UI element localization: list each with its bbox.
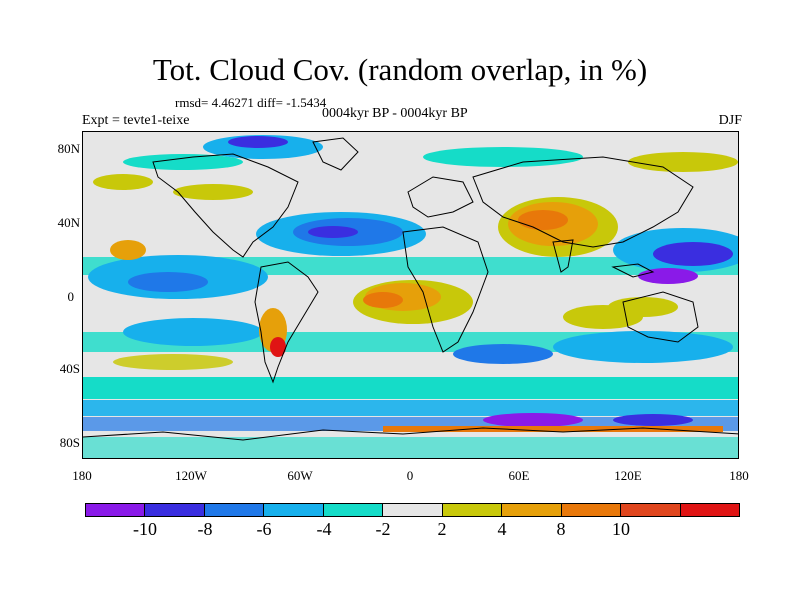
experiment-label: Expt = tevte1-teixe bbox=[82, 113, 190, 128]
colorbar-label: 2 bbox=[437, 519, 447, 539]
anomaly-patch bbox=[653, 242, 733, 266]
colorbar-label: 10 bbox=[612, 519, 630, 539]
cloud-cover-anomaly-map bbox=[83, 132, 738, 458]
colorbar-segment bbox=[204, 504, 265, 516]
map-title: Tot. Cloud Cov. (random overlap, in %) bbox=[152, 52, 648, 87]
lat-label: 80S bbox=[59, 435, 80, 450]
lon-label: 60W bbox=[287, 468, 313, 483]
colorbar-segment bbox=[145, 504, 205, 516]
lon-label: 180 bbox=[72, 468, 92, 483]
anomaly-patch bbox=[308, 226, 358, 238]
anomaly-patch bbox=[483, 413, 583, 427]
lon-label: 0 bbox=[406, 468, 414, 483]
colorbar-label: 8 bbox=[556, 519, 566, 539]
colorbar-segment bbox=[383, 504, 443, 516]
colorbar-segment bbox=[561, 504, 622, 516]
anomaly-band bbox=[83, 377, 738, 399]
anomaly-patch bbox=[93, 174, 153, 190]
colorbar-segment bbox=[264, 504, 324, 516]
anomaly-band bbox=[383, 426, 723, 432]
colorbar-segment bbox=[680, 504, 739, 516]
anomaly-patch bbox=[363, 292, 403, 308]
anomaly-patch bbox=[128, 272, 208, 292]
anomaly-band bbox=[83, 400, 738, 416]
lat-label: 40N bbox=[57, 215, 80, 230]
colorbar-label: -10 bbox=[133, 519, 157, 539]
period-label: 0004kyr BP - 0004kyr BP bbox=[322, 106, 468, 121]
anomaly-patch bbox=[423, 147, 583, 167]
lat-label: 40S bbox=[59, 361, 80, 376]
anomaly-patch bbox=[553, 331, 733, 363]
anomaly-patch bbox=[113, 354, 233, 370]
lon-label: 120E bbox=[614, 468, 642, 483]
colorbar-label: -6 bbox=[256, 519, 272, 539]
lon-label: 120W bbox=[175, 468, 207, 483]
stats-text: rmsd= 4.46271 diff= -1.5434 bbox=[175, 95, 327, 110]
colorbar-label: -8 bbox=[197, 519, 213, 539]
colorbar-segment bbox=[621, 504, 681, 516]
colorbar bbox=[85, 503, 740, 517]
anomaly-patch bbox=[613, 414, 693, 426]
anomaly-patch bbox=[110, 240, 146, 260]
colorbar-segment bbox=[323, 504, 384, 516]
lon-label: 180 bbox=[729, 468, 749, 483]
anomaly-band bbox=[83, 437, 738, 458]
colorbar-segment bbox=[86, 504, 146, 516]
anomaly-patch bbox=[638, 268, 698, 284]
colorbar-label: 4 bbox=[497, 519, 507, 539]
anomaly-patch bbox=[453, 344, 553, 364]
colorbar-label: -2 bbox=[375, 519, 391, 539]
coastlines bbox=[83, 137, 738, 441]
colorbar-segment bbox=[502, 504, 562, 516]
anomaly-patch bbox=[608, 297, 678, 317]
map-panel bbox=[82, 131, 739, 459]
season-label: DJF bbox=[718, 113, 742, 128]
anomaly-patch bbox=[123, 318, 263, 346]
anomaly-patch bbox=[228, 136, 288, 148]
anomaly-patch bbox=[518, 210, 568, 230]
anomaly-patch bbox=[173, 184, 253, 200]
lon-label: 60E bbox=[508, 468, 530, 483]
lat-label: 80N bbox=[57, 141, 80, 156]
colorbar-segment bbox=[442, 504, 503, 516]
anomaly-patch bbox=[270, 337, 286, 357]
lat-label: 0 bbox=[67, 289, 75, 304]
anomaly-patch bbox=[123, 154, 243, 170]
colorbar-label: -4 bbox=[316, 519, 332, 539]
anomaly-patch bbox=[628, 152, 738, 172]
